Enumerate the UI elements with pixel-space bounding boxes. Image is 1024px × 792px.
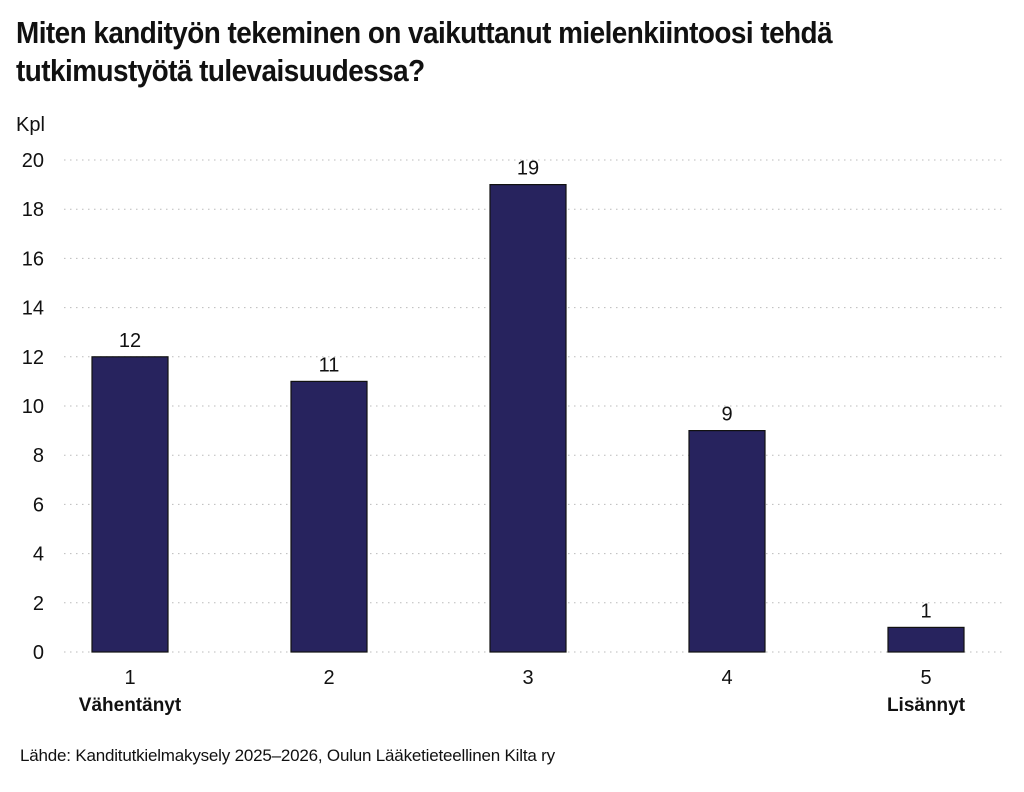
y-tick-label: 16 — [22, 248, 44, 270]
bar — [290, 380, 368, 653]
y-tick-label: 18 — [22, 199, 44, 221]
data-label: 12 — [119, 330, 141, 352]
bar — [688, 430, 766, 653]
x-tick-label: 5 — [920, 667, 931, 689]
y-tick-label: 2 — [33, 593, 44, 615]
x-tick-label: 1 — [124, 667, 135, 689]
x-tick-sublabel: Lisännyt — [887, 695, 966, 716]
source-note: Lähde: Kanditutkielmakysely 2025–2026, O… — [20, 746, 555, 765]
bar — [887, 626, 965, 653]
data-label: 1 — [920, 600, 931, 622]
chart-title: Miten kandityön tekeminen on vaikuttanut… — [16, 15, 833, 88]
y-tick-label: 4 — [33, 544, 44, 566]
data-labels: 12 11 19 9 1 — [119, 158, 932, 623]
y-tick-label: 8 — [33, 445, 44, 467]
x-tick-label: 4 — [721, 667, 732, 689]
x-tick-label: 2 — [323, 667, 334, 689]
y-tick-label: 0 — [33, 642, 44, 664]
x-tick-label: 3 — [522, 667, 533, 689]
bar — [91, 356, 169, 653]
x-tick-sublabel: Vähentänyt — [79, 695, 182, 716]
x-axis-ticks: 1 Vähentänyt 2 3 4 5 Lisännyt — [79, 667, 966, 716]
y-tick-label: 20 — [22, 150, 44, 172]
y-tick-label: 10 — [22, 396, 44, 418]
gridlines — [64, 159, 1006, 653]
y-axis-ticks: 0 2 4 6 8 10 12 14 16 18 20 — [22, 150, 44, 664]
data-label: 19 — [517, 158, 539, 180]
y-tick-label: 14 — [22, 298, 44, 320]
y-tick-label: 12 — [22, 347, 44, 369]
data-label: 11 — [319, 354, 340, 376]
y-axis-unit-label: Kpl — [16, 114, 45, 136]
y-tick-label: 6 — [33, 494, 44, 516]
data-label: 9 — [721, 404, 732, 426]
bar — [489, 184, 567, 653]
bars — [91, 184, 965, 653]
